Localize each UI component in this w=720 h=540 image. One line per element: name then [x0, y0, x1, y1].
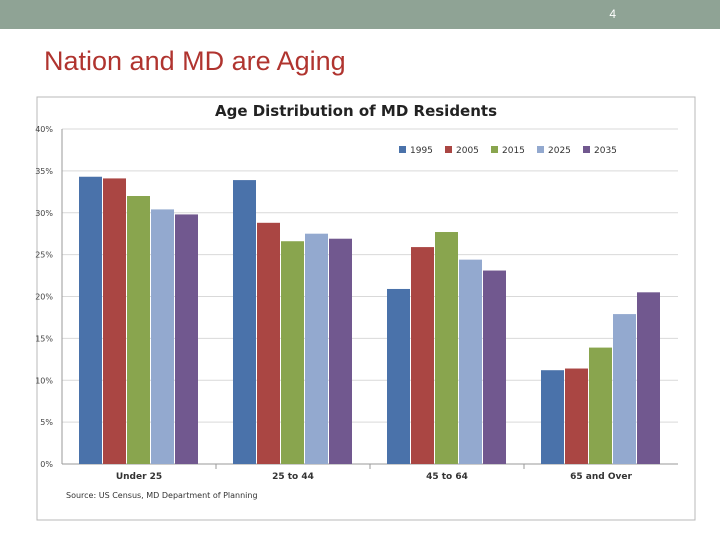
y-tick-label: 10% [35, 376, 53, 385]
legend-swatch [399, 146, 406, 153]
legend-label: 1995 [410, 146, 433, 156]
bar-2015-45-to-64 [435, 232, 458, 464]
bar-2035-25-to-44 [329, 238, 352, 464]
bar-1995-65-and-over [541, 370, 564, 464]
y-tick-label: 15% [35, 334, 53, 343]
legend-swatch [583, 146, 590, 153]
legend-swatch [491, 146, 498, 153]
y-tick-label: 40% [35, 125, 53, 134]
legend-swatch [537, 146, 544, 153]
slide-number: 4 [609, 7, 616, 21]
y-tick-label: 5% [40, 418, 53, 427]
bar-2015-65-and-over [589, 347, 612, 464]
legend: 1995 2005 2015 2025 2035 [399, 146, 617, 156]
bar-2005-25-to-44 [257, 222, 280, 464]
bar-2005-under-25 [103, 178, 126, 464]
legend-label: 2025 [548, 146, 571, 156]
top-bar: 4 [0, 0, 720, 29]
bar-1995-under-25 [79, 176, 102, 465]
x-tick-label: 65 and Over [570, 472, 632, 482]
legend-swatch [445, 146, 452, 153]
legend-label: 2035 [594, 146, 617, 156]
bar-1995-45-to-64 [387, 288, 410, 464]
bar-2035-65-and-over [637, 292, 660, 464]
bar-2025-45-to-64 [459, 259, 482, 464]
chart-title: Age Distribution of MD Residents [215, 102, 497, 120]
x-tick-label: Under 25 [116, 472, 162, 482]
bar-2005-65-and-over [565, 368, 588, 464]
bar-2025-25-to-44 [305, 233, 328, 464]
bar-2015-25-to-44 [281, 241, 304, 464]
chart-source: Source: US Census, MD Department of Plan… [66, 491, 258, 500]
legend-label: 2015 [502, 146, 525, 156]
bars [79, 176, 660, 465]
y-tick-label: 0% [40, 460, 53, 469]
slide-title: Nation and MD are Aging [44, 46, 346, 76]
x-tick-label: 25 to 44 [272, 472, 314, 482]
y-tick-label: 20% [35, 293, 53, 302]
bar-2025-65-and-over [613, 314, 636, 464]
bar-2015-under-25 [127, 196, 150, 464]
bar-2025-under-25 [151, 209, 174, 464]
bar-2005-45-to-64 [411, 247, 434, 464]
bar-2035-under-25 [175, 214, 198, 464]
y-tick-label: 30% [35, 209, 53, 218]
y-tick-label: 25% [35, 251, 53, 260]
y-axis: 0% 5% 10% 15% 20% 25% 30% 35% 40% [35, 125, 63, 469]
x-axis: Under 25 25 to 44 45 to 64 65 and Over [116, 464, 632, 482]
bar-2035-45-to-64 [483, 270, 506, 464]
bar-1995-25-to-44 [233, 180, 256, 464]
x-tick-label: 45 to 64 [426, 472, 468, 482]
y-tick-label: 35% [35, 167, 53, 176]
legend-label: 2005 [456, 146, 479, 156]
